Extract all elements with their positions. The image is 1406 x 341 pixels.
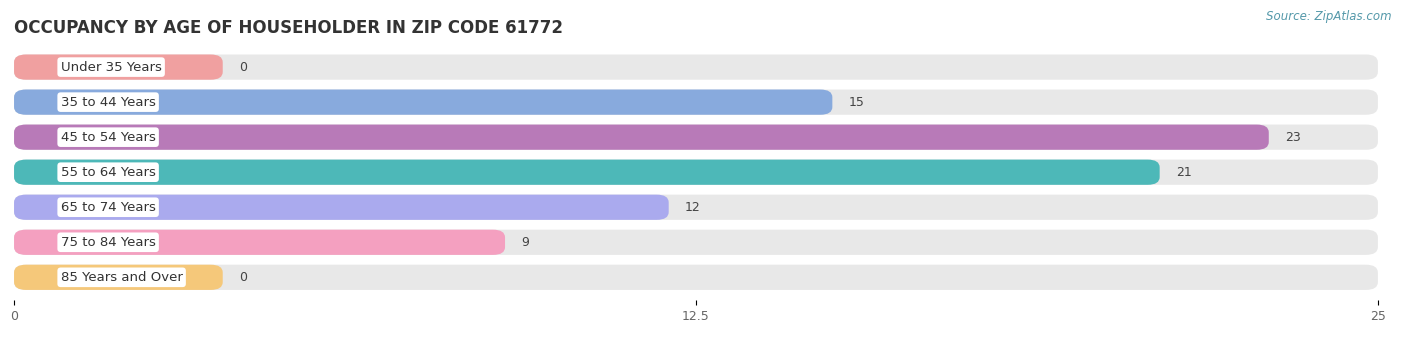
FancyBboxPatch shape bbox=[14, 195, 1378, 220]
Text: 0: 0 bbox=[239, 61, 247, 74]
Text: 12: 12 bbox=[685, 201, 700, 214]
Text: 35 to 44 Years: 35 to 44 Years bbox=[60, 95, 156, 109]
FancyBboxPatch shape bbox=[14, 195, 669, 220]
Text: OCCUPANCY BY AGE OF HOUSEHOLDER IN ZIP CODE 61772: OCCUPANCY BY AGE OF HOUSEHOLDER IN ZIP C… bbox=[14, 19, 562, 37]
FancyBboxPatch shape bbox=[14, 124, 1378, 150]
FancyBboxPatch shape bbox=[14, 229, 505, 255]
Circle shape bbox=[17, 267, 49, 288]
Text: 75 to 84 Years: 75 to 84 Years bbox=[60, 236, 156, 249]
FancyBboxPatch shape bbox=[14, 55, 1378, 80]
FancyBboxPatch shape bbox=[14, 265, 222, 290]
Text: 0: 0 bbox=[239, 271, 247, 284]
Circle shape bbox=[17, 197, 49, 218]
FancyBboxPatch shape bbox=[14, 265, 1378, 290]
Text: Under 35 Years: Under 35 Years bbox=[60, 61, 162, 74]
FancyBboxPatch shape bbox=[14, 90, 1378, 115]
Circle shape bbox=[17, 57, 49, 78]
Text: 23: 23 bbox=[1285, 131, 1301, 144]
Text: 21: 21 bbox=[1175, 166, 1192, 179]
Text: 45 to 54 Years: 45 to 54 Years bbox=[60, 131, 156, 144]
Text: Source: ZipAtlas.com: Source: ZipAtlas.com bbox=[1267, 10, 1392, 23]
Text: 55 to 64 Years: 55 to 64 Years bbox=[60, 166, 156, 179]
Text: 65 to 74 Years: 65 to 74 Years bbox=[60, 201, 156, 214]
FancyBboxPatch shape bbox=[14, 124, 1268, 150]
FancyBboxPatch shape bbox=[14, 55, 222, 80]
Circle shape bbox=[17, 232, 49, 253]
FancyBboxPatch shape bbox=[14, 160, 1378, 185]
Circle shape bbox=[17, 91, 49, 113]
Text: 15: 15 bbox=[849, 95, 865, 109]
FancyBboxPatch shape bbox=[14, 90, 832, 115]
Circle shape bbox=[17, 127, 49, 148]
Text: 9: 9 bbox=[522, 236, 529, 249]
Circle shape bbox=[17, 162, 49, 183]
Text: 85 Years and Over: 85 Years and Over bbox=[60, 271, 183, 284]
FancyBboxPatch shape bbox=[14, 160, 1160, 185]
FancyBboxPatch shape bbox=[14, 229, 1378, 255]
